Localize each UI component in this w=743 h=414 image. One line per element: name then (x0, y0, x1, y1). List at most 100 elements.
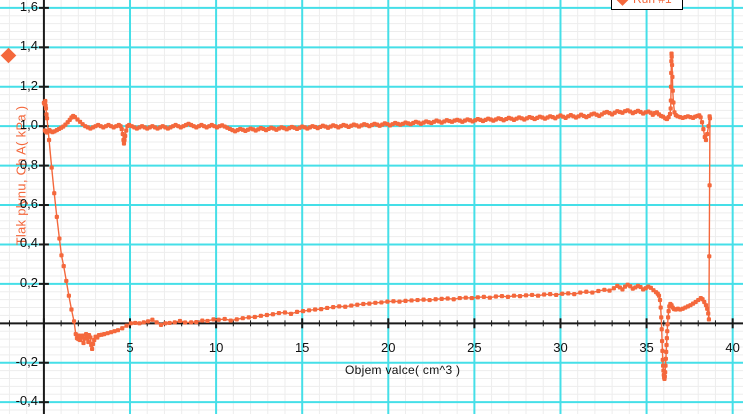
series-data-point (702, 134, 707, 140)
series-data-point (658, 305, 663, 310)
series-data-point (115, 328, 121, 333)
series-data-point (669, 59, 674, 64)
series-data-point (183, 320, 188, 325)
series-data-point (660, 348, 665, 354)
series-data-point (499, 294, 505, 299)
series-data-point (668, 98, 673, 103)
series-data-point (665, 329, 670, 334)
series-data-point (102, 332, 107, 337)
series-data-point (702, 299, 707, 305)
y-axis-tick-label: 0,8 (19, 156, 38, 172)
y-axis-tick-label: -0,4 (15, 393, 38, 409)
series-data-point (355, 302, 360, 307)
series-data-point (379, 300, 384, 305)
series-data-point (415, 297, 420, 303)
chart-legend[interactable]: Run #1 (611, 0, 683, 10)
series-data-point (665, 322, 670, 327)
series-data-point (706, 124, 711, 129)
series-data-point (707, 183, 712, 188)
series-data-point (572, 292, 577, 297)
x-axis-tick-label: 5 (126, 340, 134, 355)
series-data-point (90, 341, 96, 347)
series-data-point (657, 297, 663, 303)
series-data-point (154, 320, 159, 325)
series-data-point (86, 339, 91, 345)
series-data-point (124, 128, 129, 133)
y-axis-tick-label: 1,0 (19, 117, 38, 133)
series-data-point (659, 315, 664, 320)
series-data-point (596, 288, 601, 294)
series-data-point (57, 236, 62, 241)
series-data-point (663, 370, 668, 375)
series-data-point (71, 319, 77, 324)
series-data-point (373, 300, 378, 305)
series-data-point (125, 124, 130, 129)
series-data-point (463, 295, 468, 300)
series-data-point (511, 293, 517, 298)
series-data-point (664, 336, 669, 341)
series-data-point (112, 329, 117, 334)
series-data-point (282, 310, 288, 315)
series-data-point (43, 106, 49, 111)
series-data-point (211, 317, 216, 322)
series-data-point (707, 254, 712, 259)
series-data-point (666, 315, 671, 320)
series-data-point (92, 337, 97, 343)
series-data-point (535, 293, 541, 298)
series-data-point (672, 110, 677, 115)
series-data-point (523, 293, 529, 298)
series-data-point (52, 191, 57, 196)
x-axis-tick-label: 40 (725, 340, 740, 355)
series-data-point (121, 141, 127, 146)
series-data-point (128, 321, 133, 326)
series-data-point (469, 295, 474, 301)
series-data-point (397, 299, 402, 304)
legend-marker-diamond-icon (616, 0, 629, 6)
series-data-point (141, 320, 146, 325)
series-data-point (703, 303, 709, 308)
series-data-point (172, 320, 177, 325)
series-data-point (264, 312, 269, 318)
series-data-point (44, 112, 49, 117)
series-data-point (669, 54, 674, 59)
series-data-point (669, 70, 674, 76)
series-data-point (120, 326, 125, 331)
series-data-point (403, 298, 408, 303)
series-data-point (707, 114, 712, 119)
series-data-point (133, 320, 138, 326)
series-data-point (319, 307, 324, 312)
series-data-point (668, 84, 674, 89)
series-data-point (542, 292, 547, 297)
series-data-point (669, 62, 675, 68)
series-data-point (385, 299, 390, 304)
series-data-point (666, 308, 671, 314)
legend-entry-label: Run #1 (633, 0, 672, 6)
y-axis-tick-labels: 1,6 1,4 1,2 1,0 0,8 0,6 0,4 0,2 -0,2 -0,4 (0, 0, 38, 414)
series-data-point (611, 286, 616, 291)
series-data-point (656, 293, 662, 298)
series-data-point (548, 292, 553, 297)
x-axis-tick-labels: 5 10 15 20 25 30 35 40 (0, 340, 743, 360)
series-data-point (663, 356, 668, 361)
series-data-point (69, 307, 74, 312)
series-data-point (517, 294, 523, 299)
series-data-point (80, 333, 85, 338)
series-data-point (88, 335, 93, 340)
series-data-point (120, 131, 125, 137)
series-data-point (663, 363, 668, 368)
series-data-point (590, 290, 595, 295)
y-axis-tick-label: 1,2 (19, 77, 38, 93)
series-data-point (361, 301, 366, 307)
series-data-point (699, 120, 705, 125)
series-data-point (554, 292, 559, 298)
series-data-point (487, 295, 492, 300)
y-axis-tick-label: 0,6 (19, 196, 38, 212)
series-data-point (659, 338, 665, 344)
series-data-point (54, 214, 59, 219)
series-data-point (49, 165, 54, 170)
y-axis-tick-label: 1,6 (19, 0, 38, 14)
series-data-point (252, 314, 257, 320)
series-data-point (158, 322, 164, 327)
series-data-point (457, 295, 462, 301)
series-data-point (367, 301, 372, 306)
